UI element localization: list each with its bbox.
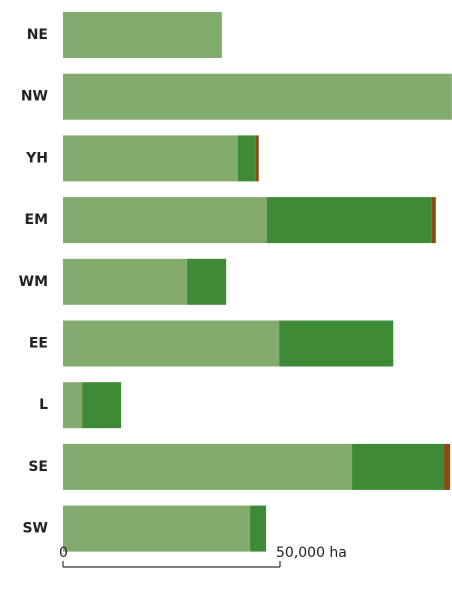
bar-segment [63,258,188,305]
bar-segment [250,505,267,552]
category-label: EE [29,336,48,352]
category-label: EM [25,212,49,228]
tick-label: 0 [59,545,68,561]
bar-segment [255,135,259,182]
bar-segment [82,382,122,429]
bar-segment [266,197,432,244]
bar-segment [63,197,267,244]
bar-segment [444,443,451,490]
bar-segment [279,320,394,367]
category-label: L [39,397,48,413]
category-label: NE [27,27,48,43]
tick-label: 50,000 ha [276,545,347,561]
bar-segment [63,443,353,490]
category-label: YH [25,150,48,166]
category-label: NW [21,89,48,105]
category-label: SE [28,459,48,475]
bar-segment [63,12,222,58]
bar-segment [63,382,83,429]
bar-segment [63,73,452,120]
bar-segment [63,505,251,552]
bar-segment [431,197,436,244]
bar-segment [187,258,227,305]
bar-segment [63,135,238,182]
category-label: SW [22,521,48,537]
bar-segment [63,320,280,367]
category-label: WM [19,274,48,290]
bar-segment [352,443,445,490]
bar-segment [237,135,256,182]
